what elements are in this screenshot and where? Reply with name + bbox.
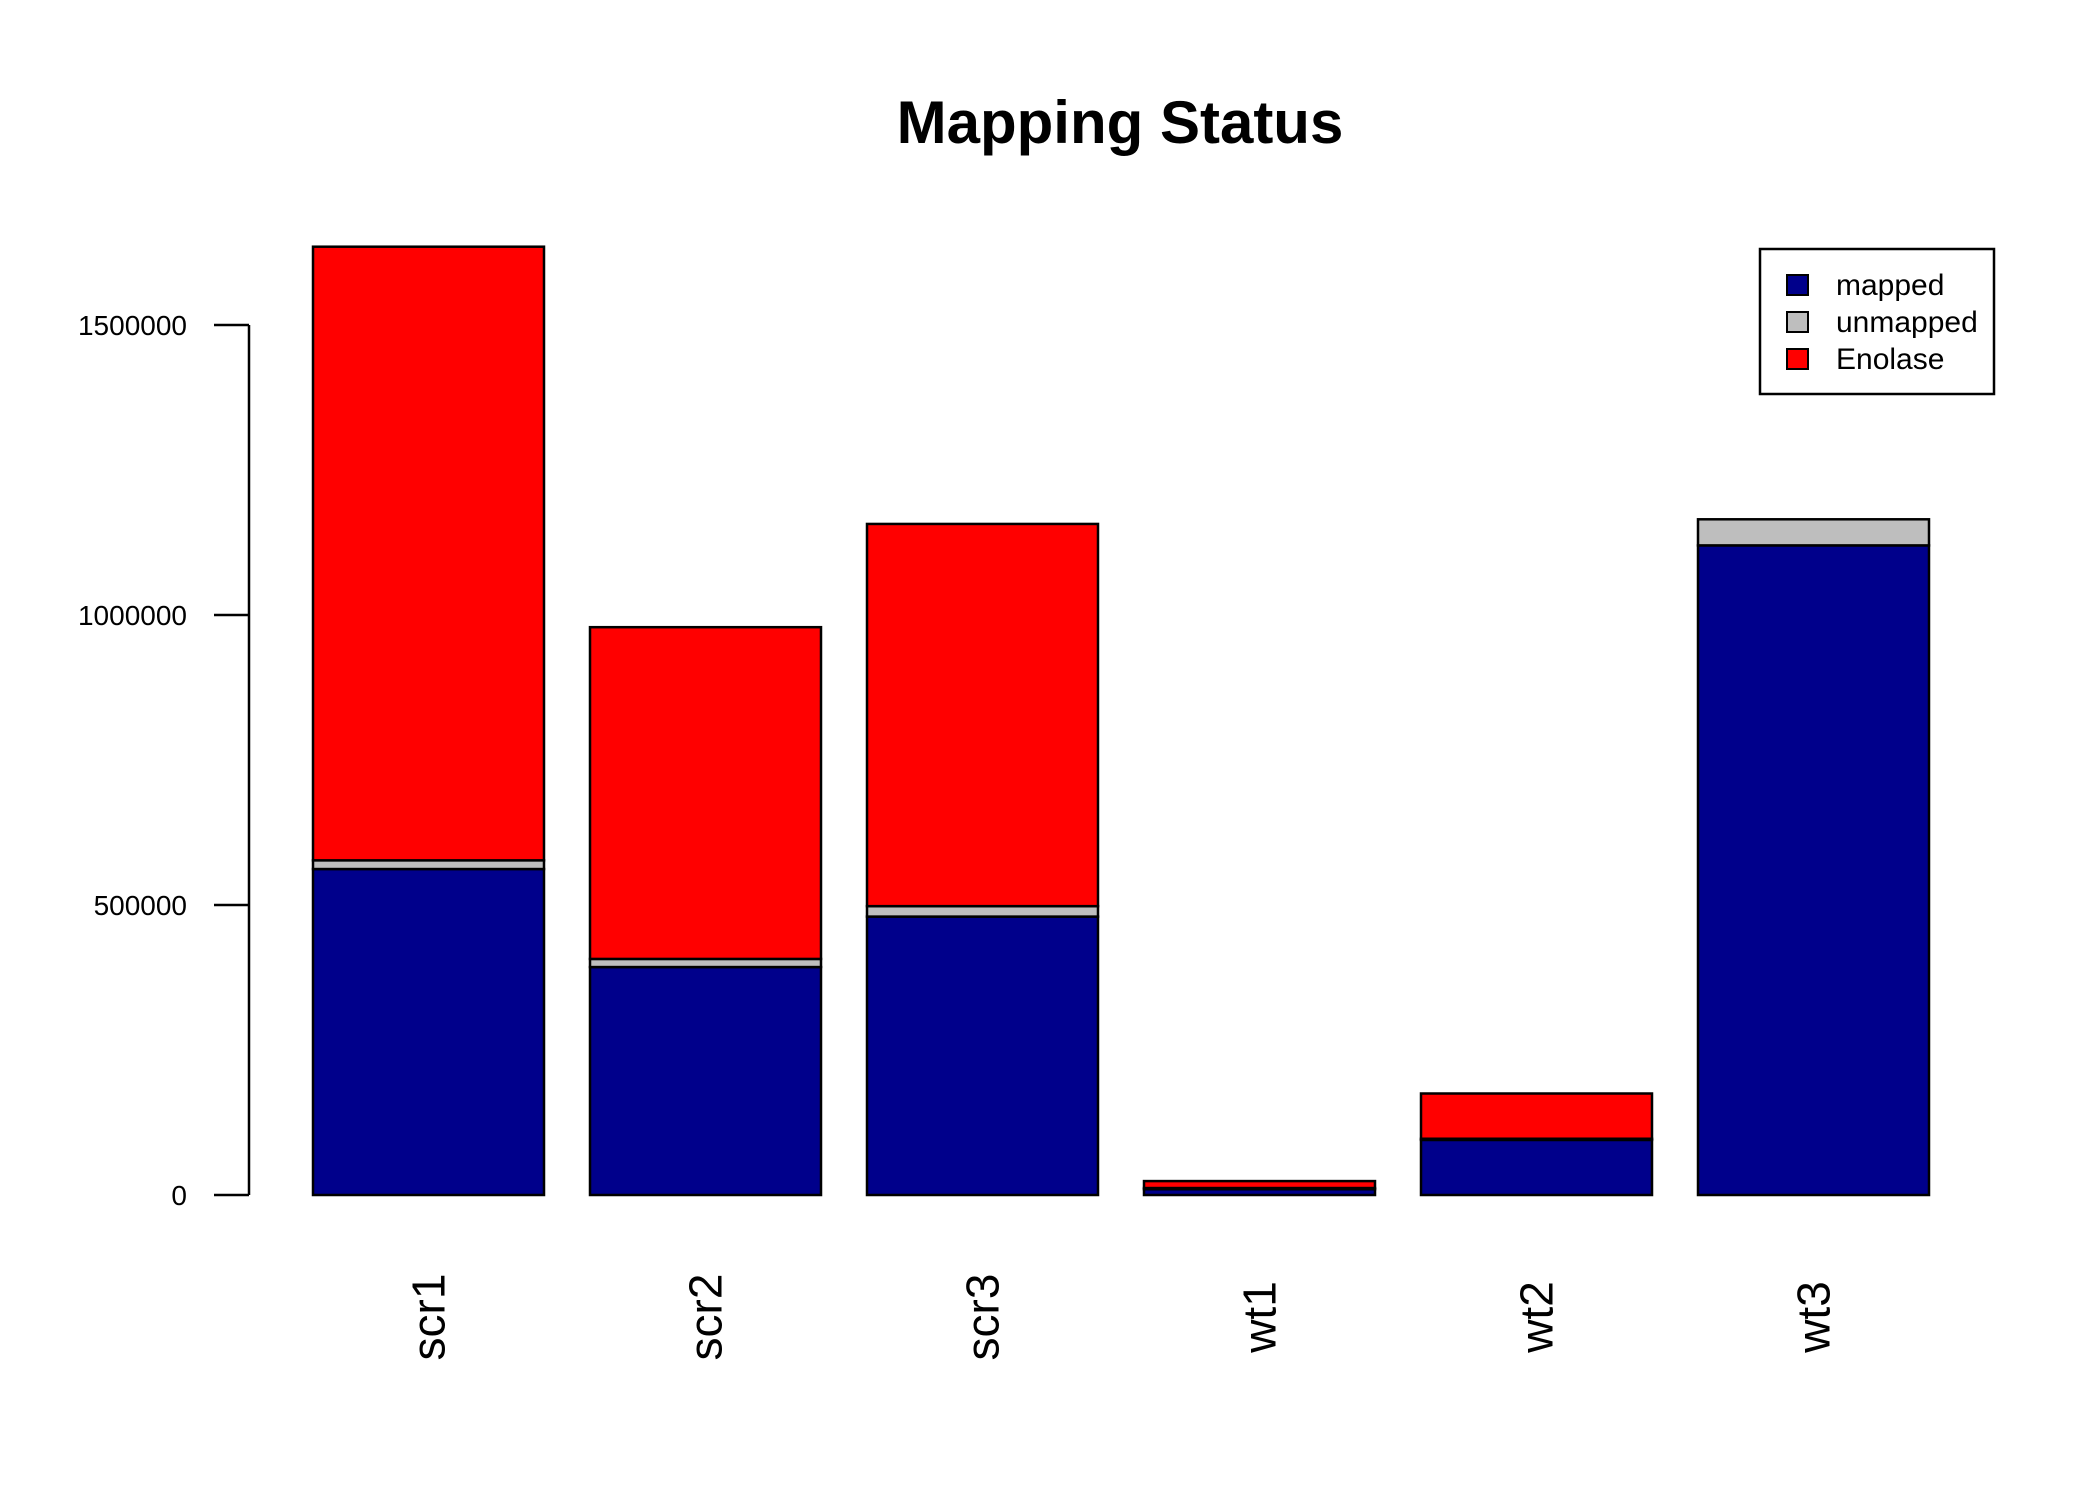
bar-wt2-enolase — [1419, 1092, 1654, 1140]
bar-wt2-mapped — [1419, 1138, 1654, 1197]
y-tick-label: 1000000 — [78, 600, 187, 631]
y-tick-label: 1500000 — [78, 310, 187, 341]
x-tick-label-wt1: wt1 — [1234, 1281, 1286, 1354]
x-tick-label-wt2: wt2 — [1511, 1281, 1563, 1354]
bar-scr3-enolase — [865, 522, 1100, 908]
legend-swatch-enolase — [1786, 348, 1809, 370]
x-tick-label-scr1: scr1 — [403, 1274, 455, 1361]
bar-scr1-unmapped — [311, 859, 546, 871]
y-tick-label: 500000 — [94, 890, 187, 921]
legend-swatch-unmapped — [1786, 311, 1809, 333]
bar-wt3-mapped — [1696, 544, 1931, 1197]
legend: mapped unmapped Enolase — [1758, 247, 1996, 396]
bar-wt3-unmapped — [1696, 518, 1931, 547]
legend-label-mapped: mapped — [1836, 269, 1944, 302]
bar-scr1-mapped — [311, 867, 546, 1197]
y-tick-label: 0 — [171, 1180, 187, 1211]
legend-swatch-mapped — [1786, 274, 1809, 296]
chart-title: Mapping Status — [897, 89, 1344, 156]
x-axis-labels: scr1 scr2 scr3 wt1 wt2 wt3 — [403, 1274, 1840, 1361]
bar-scr3-unmapped — [865, 904, 1100, 918]
bars-group — [311, 245, 1931, 1197]
bar-scr2-mapped — [588, 965, 823, 1197]
bar-scr1-enolase — [311, 245, 546, 862]
x-tick-label-scr3: scr3 — [957, 1274, 1009, 1361]
bar-scr2-enolase — [588, 625, 823, 961]
legend-label-enolase: Enolase — [1836, 343, 1944, 376]
bar-wt1-enolase — [1142, 1179, 1377, 1190]
x-tick-label-scr2: scr2 — [680, 1274, 732, 1361]
bar-scr3-mapped — [865, 915, 1100, 1197]
y-axis: 0 500000 1000000 1500000 — [78, 310, 251, 1211]
x-tick-label-wt3: wt3 — [1788, 1281, 1840, 1354]
legend-label-unmapped: unmapped — [1836, 306, 1978, 339]
